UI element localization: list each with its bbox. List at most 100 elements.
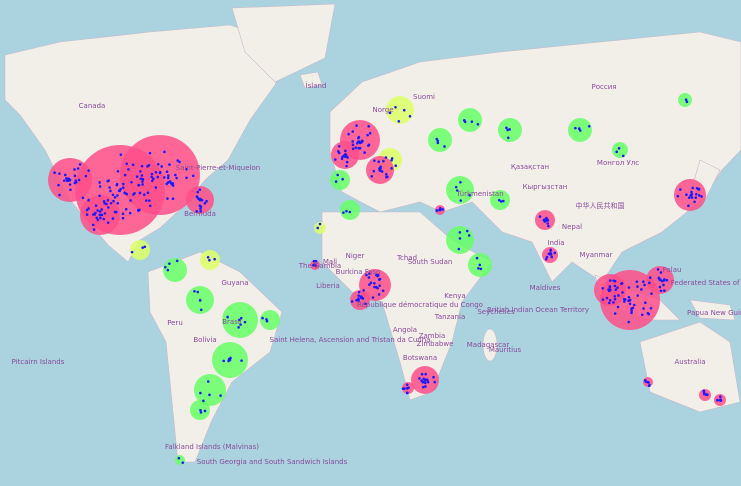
point <box>691 186 695 190</box>
point <box>129 199 132 202</box>
point <box>123 173 127 177</box>
point <box>94 204 98 207</box>
place-label: Монгол Улс <box>597 159 639 167</box>
point <box>643 378 647 382</box>
point <box>162 176 166 179</box>
new-guinea <box>689 299 736 321</box>
place-label: India <box>547 239 564 247</box>
point <box>198 204 202 207</box>
point <box>69 188 72 192</box>
place-label: Tchad <box>396 254 417 262</box>
point <box>163 150 166 154</box>
point <box>219 394 222 397</box>
point <box>401 387 405 390</box>
place-label: Saint-Pierre-et-Miquelon <box>176 164 260 172</box>
point <box>107 179 110 182</box>
point <box>68 183 72 186</box>
point <box>137 208 140 212</box>
point <box>705 393 708 396</box>
point <box>390 167 393 170</box>
point <box>615 150 619 154</box>
point <box>85 213 89 216</box>
point <box>98 194 101 198</box>
point <box>420 372 424 376</box>
point <box>150 179 154 183</box>
point <box>436 141 440 145</box>
point <box>646 380 650 384</box>
point <box>642 307 645 310</box>
point <box>166 197 169 200</box>
point <box>459 180 462 184</box>
point <box>87 169 90 172</box>
point <box>208 393 211 397</box>
point <box>550 255 554 259</box>
point <box>628 299 632 302</box>
point <box>627 320 631 324</box>
point <box>623 298 627 301</box>
point <box>621 154 625 158</box>
point <box>394 106 397 109</box>
point <box>574 126 577 130</box>
point <box>642 280 645 283</box>
point <box>133 191 136 195</box>
point <box>553 251 557 255</box>
point <box>357 294 361 297</box>
point <box>178 160 181 164</box>
place-label: Saint Helena, Ascension and Tristan da C… <box>270 336 431 344</box>
place-label: Angola <box>393 326 417 334</box>
eurasia <box>329 31 741 283</box>
point <box>78 163 82 166</box>
point <box>148 151 152 155</box>
point <box>690 193 693 196</box>
point <box>426 379 429 382</box>
point <box>458 231 462 234</box>
point <box>372 169 376 173</box>
point <box>620 282 623 285</box>
point <box>345 160 349 164</box>
point <box>125 162 129 166</box>
place-label: Falkland Islands (Malvinas) <box>165 443 259 451</box>
point <box>340 157 344 161</box>
point <box>240 359 243 362</box>
point <box>546 222 550 225</box>
point <box>154 170 158 174</box>
point <box>140 174 144 177</box>
point <box>198 298 202 302</box>
point <box>360 139 364 143</box>
point <box>636 294 640 297</box>
point <box>658 285 662 289</box>
point <box>351 130 355 133</box>
heat-blob <box>428 128 452 152</box>
point <box>150 172 154 176</box>
point <box>659 271 663 274</box>
point <box>370 174 374 178</box>
point <box>181 461 185 464</box>
point <box>106 198 110 202</box>
point <box>421 385 425 389</box>
point <box>716 398 719 402</box>
point <box>679 188 682 191</box>
point <box>357 290 361 294</box>
heat-blob <box>120 135 200 215</box>
point <box>381 289 385 293</box>
point <box>467 234 471 237</box>
australia <box>639 321 741 413</box>
point <box>613 294 617 298</box>
point <box>208 258 211 262</box>
point <box>384 156 388 159</box>
point <box>95 216 99 220</box>
point <box>719 395 722 398</box>
point <box>647 312 651 316</box>
point <box>202 399 205 403</box>
point <box>367 276 371 279</box>
point <box>168 163 171 166</box>
point <box>342 154 346 157</box>
point <box>143 245 147 249</box>
point <box>454 185 458 189</box>
point <box>662 283 665 287</box>
place-label: 中华人民共和国 <box>576 201 625 210</box>
point <box>612 301 615 304</box>
point <box>333 158 337 161</box>
point <box>350 300 354 303</box>
